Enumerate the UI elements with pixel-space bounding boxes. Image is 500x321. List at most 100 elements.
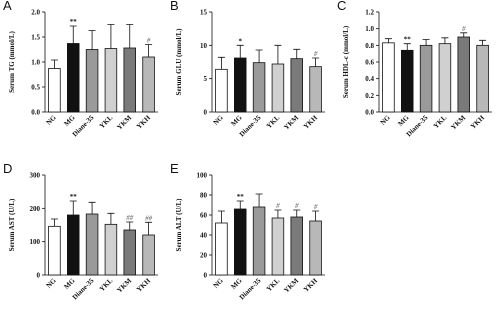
bar bbox=[382, 42, 395, 113]
x-tick-label: MG bbox=[62, 113, 77, 128]
bar bbox=[271, 217, 285, 276]
panel-letter: D bbox=[3, 161, 12, 176]
error-bar bbox=[236, 200, 244, 209]
x-tick-label: YKL bbox=[265, 277, 282, 294]
y-tick-label: 1.2 bbox=[365, 9, 374, 17]
x-tick-label: YKM bbox=[282, 113, 300, 131]
bar bbox=[67, 43, 80, 113]
error-bar bbox=[145, 44, 153, 57]
bar bbox=[48, 68, 61, 113]
panel-letter: B bbox=[170, 0, 179, 13]
error-bar bbox=[88, 201, 96, 214]
y-axis-label: Serum HDL-c (mmol/L) bbox=[342, 25, 350, 98]
significance-label: ** bbox=[70, 18, 78, 26]
error-bar bbox=[441, 37, 449, 44]
error-bar bbox=[69, 25, 77, 44]
error-bar bbox=[384, 38, 392, 43]
x-tick-label: YKH bbox=[135, 276, 152, 293]
y-tick-label: 100 bbox=[30, 238, 41, 246]
significance-label: ** bbox=[237, 193, 245, 201]
bar bbox=[438, 43, 452, 113]
x-tick-label: Diane-35 bbox=[238, 113, 263, 138]
y-tick-label: 0.8 bbox=[365, 42, 374, 50]
bar bbox=[234, 57, 247, 113]
error-bar bbox=[255, 193, 263, 207]
y-tick-label: 20 bbox=[200, 252, 208, 260]
x-tick-label: YKL bbox=[98, 277, 115, 294]
significance-label: # bbox=[295, 202, 299, 210]
error-bar bbox=[88, 30, 96, 50]
bar bbox=[85, 49, 99, 113]
error-bar bbox=[217, 56, 225, 70]
y-tick-label: 60 bbox=[200, 212, 208, 220]
x-tick-label: NG bbox=[379, 113, 392, 126]
bar bbox=[48, 225, 61, 276]
x-tick-label: NG bbox=[212, 276, 225, 289]
y-tick-label: 300 bbox=[30, 172, 41, 180]
significance-label: # bbox=[276, 202, 280, 210]
bar bbox=[290, 216, 303, 276]
chart-panel: D Serum AST (U/L) 0 100 200 300 NG ** MGDiane-35… bbox=[3, 161, 158, 301]
x-tick-label: NG bbox=[45, 113, 58, 126]
bar bbox=[252, 62, 266, 113]
y-tick-label: 0 bbox=[204, 272, 208, 280]
error-bar bbox=[236, 44, 244, 58]
y-tick-label: 1.0 bbox=[31, 59, 40, 67]
error-bar bbox=[255, 49, 263, 63]
chart-panel: C Serum HDL-c (mmol/L) 0.0 0.2 0.4 0.6 0.8 1.0 1… bbox=[337, 0, 492, 138]
x-tick-label: YKL bbox=[98, 114, 115, 131]
significance-label: # bbox=[314, 203, 318, 211]
y-tick-label: 200 bbox=[30, 205, 41, 213]
error-bar bbox=[293, 209, 301, 217]
y-axis-label: Serum AST (U/L) bbox=[8, 198, 16, 251]
error-bar bbox=[50, 218, 58, 227]
error-bar bbox=[274, 44, 282, 64]
y-tick-label: 0.6 bbox=[365, 59, 374, 67]
bar bbox=[215, 68, 228, 113]
y-tick-label: 2.0 bbox=[31, 9, 40, 17]
y-tick-label: 80 bbox=[200, 192, 208, 200]
y-tick-label: 100 bbox=[197, 172, 208, 180]
bar bbox=[142, 234, 155, 276]
error-bar bbox=[69, 200, 77, 215]
x-tick-label: MG bbox=[62, 276, 77, 291]
x-tick-label: YKH bbox=[302, 276, 319, 293]
error-bar bbox=[274, 209, 282, 218]
significance-label: ## bbox=[145, 214, 153, 222]
significance-label: # bbox=[147, 37, 151, 45]
x-tick-label: MG bbox=[229, 276, 244, 291]
x-tick-label: Diane-35 bbox=[71, 113, 96, 138]
x-tick-label: YKH bbox=[302, 113, 319, 130]
significance-label: ** bbox=[404, 36, 412, 44]
y-tick-label: 5 bbox=[204, 75, 208, 83]
y-tick-label: 0.4 bbox=[365, 75, 374, 83]
x-tick-label: YKH bbox=[469, 113, 486, 130]
significance-label: * bbox=[239, 37, 243, 45]
y-tick-label: 0 bbox=[204, 109, 208, 117]
error-bar bbox=[460, 32, 468, 37]
panel-letter: E bbox=[170, 161, 179, 176]
y-axis-label: Serum GLU (mmol/L) bbox=[175, 28, 183, 96]
error-bar bbox=[126, 221, 134, 230]
bar bbox=[457, 36, 470, 113]
bar bbox=[215, 222, 228, 276]
error-bar bbox=[107, 212, 115, 225]
bar bbox=[142, 56, 155, 113]
bar bbox=[252, 206, 266, 276]
x-tick-label: YKM bbox=[449, 113, 467, 131]
significance-label: ** bbox=[70, 193, 78, 201]
y-axis-label: Serum TG (mmol/L) bbox=[8, 30, 16, 92]
x-tick-label: YKH bbox=[135, 113, 152, 130]
bar bbox=[419, 44, 433, 113]
error-bar bbox=[293, 48, 301, 59]
bar bbox=[234, 208, 247, 276]
x-tick-label: Diane-35 bbox=[405, 113, 430, 138]
chart-panel: A Serum TG (mmol/L) 0.0 0.5 1.0 1.5 2.0 NG ** MGD… bbox=[3, 0, 158, 138]
bar bbox=[104, 48, 118, 113]
x-tick-label: NG bbox=[212, 113, 225, 126]
bar bbox=[104, 223, 118, 276]
y-tick-label: 0.2 bbox=[365, 92, 374, 100]
x-tick-label: YKM bbox=[282, 276, 300, 294]
error-bar bbox=[217, 210, 225, 223]
